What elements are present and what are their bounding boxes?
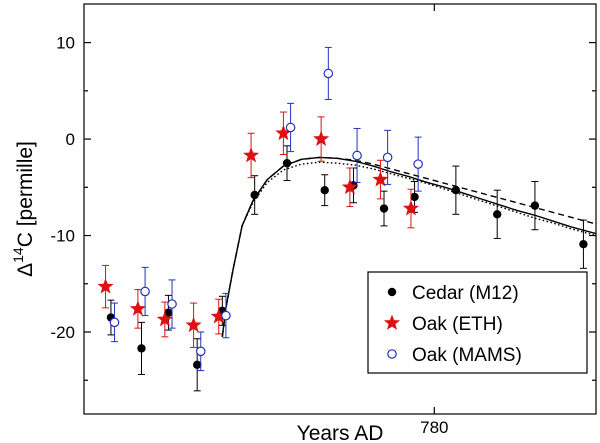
ticks: 10 0 -10 -20 780 [50,4,596,437]
data-point [164,308,173,317]
y-axis-label-delta: Δ [14,263,37,277]
data-point [221,310,231,321]
legend-marker [383,314,401,330]
data-point [167,299,177,309]
legend: Cedar (M12) Oak (ETH) Oak (MAMS) [367,271,588,374]
data-point [410,192,419,202]
y-tick-label: -20 [50,323,75,342]
data-point [579,240,588,249]
y-tick-label: -10 [50,227,75,246]
data-points [97,46,588,392]
data-point [192,360,202,369]
legend-marker [387,349,397,359]
data-point [242,146,260,163]
x-axis-label: Years AD [297,422,384,443]
data-point [413,159,423,169]
data-point [352,150,362,161]
data-point [275,124,292,141]
data-point [379,204,389,213]
data-point [530,201,540,210]
data-point [320,185,329,195]
y-axis-label-superscript: 14 [10,247,26,263]
data-point [185,316,202,333]
legend-box [367,271,588,374]
x-tick-label: 780 [420,418,448,437]
data-point [382,152,393,163]
legend-marker [387,287,397,297]
data-point [285,122,296,133]
plot-frame [83,3,597,415]
data-point [140,286,150,297]
y-tick-label: 0 [66,130,75,149]
y-axis-label: Δ14C [permille] [10,141,37,277]
data-point [109,317,120,328]
data-point [97,278,114,294]
data-point [313,130,330,146]
data-point [323,68,334,79]
data-point [492,210,502,219]
data-point [156,310,173,327]
data-point [341,178,358,195]
axes [83,3,597,415]
legend-label: Oak (ETH) [412,314,503,335]
data-point [372,171,389,187]
y-tick-label: 10 [56,34,75,53]
series-star [97,111,420,348]
legend-label: Cedar (M12) [412,283,519,304]
legend-label: Oak (MAMS) [412,345,522,366]
data-point [402,200,420,216]
data-point [282,158,292,168]
data-point [210,308,227,324]
data-point [129,300,146,316]
data-point [137,344,146,353]
data-point [195,346,206,357]
series-open-circle [109,46,423,372]
data-point [250,190,259,200]
data-point [451,185,461,195]
y-axis-label-rest: C [permille] [14,141,37,247]
